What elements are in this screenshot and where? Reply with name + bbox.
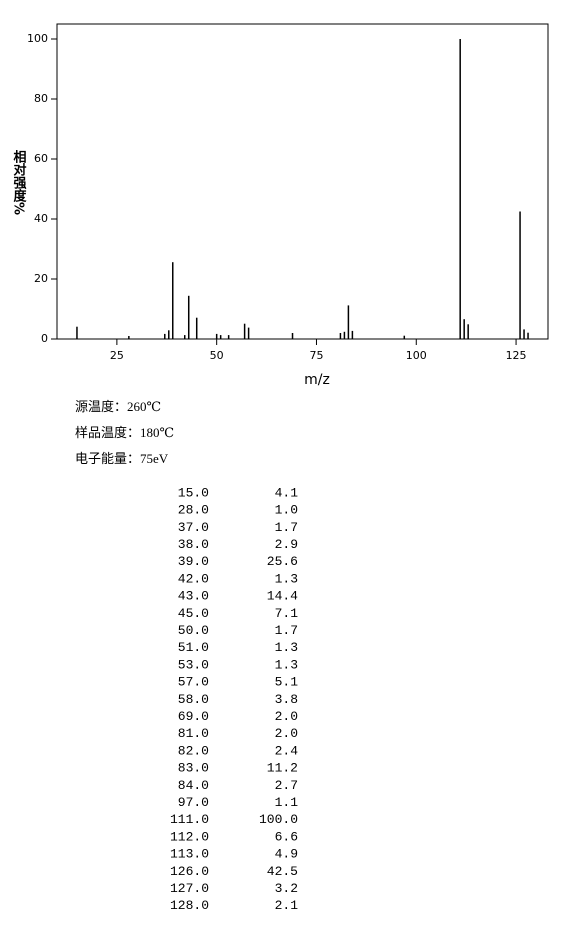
intensity-cell: 4.1: [275, 485, 299, 500]
intensity-cell: 100.0: [259, 812, 298, 827]
condition: 电子能量：75eV: [75, 451, 169, 466]
intensity-cell: 5.1: [275, 675, 299, 690]
mz-cell: 126.0: [170, 864, 209, 879]
y-tick-label: 80: [34, 92, 48, 105]
mz-cell: 37.0: [178, 520, 209, 535]
intensity-cell: 6.6: [275, 829, 298, 844]
y-tick-label: 0: [41, 332, 48, 345]
mz-cell: 58.0: [178, 692, 209, 707]
mz-cell: 42.0: [178, 571, 209, 586]
intensity-cell: 2.9: [275, 537, 298, 552]
x-axis-label: m/z: [304, 372, 330, 388]
intensity-cell: 25.6: [267, 554, 298, 569]
intensity-cell: 14.4: [267, 589, 298, 604]
mz-cell: 84.0: [178, 778, 209, 793]
mz-cell: 82.0: [178, 743, 209, 758]
mz-cell: 39.0: [178, 554, 209, 569]
mz-cell: 57.0: [178, 675, 209, 690]
mz-cell: 28.0: [178, 503, 209, 518]
condition: 样品温度：180℃: [75, 425, 174, 440]
x-tick-label: 100: [406, 349, 427, 362]
intensity-cell: 2.1: [275, 898, 299, 913]
mz-cell: 127.0: [170, 881, 209, 896]
x-tick-label: 25: [110, 349, 124, 362]
x-tick-label: 50: [210, 349, 224, 362]
mz-cell: 83.0: [178, 761, 209, 776]
y-tick-label: 40: [34, 212, 48, 225]
condition: 源温度：260℃: [75, 399, 161, 414]
y-tick-label: 100: [27, 32, 48, 45]
intensity-cell: 3.8: [275, 692, 298, 707]
mz-cell: 97.0: [178, 795, 209, 810]
intensity-cell: 1.3: [275, 657, 298, 672]
intensity-cell: 1.7: [275, 623, 298, 638]
mz-cell: 38.0: [178, 537, 209, 552]
y-axis-label: 相对强度%: [11, 149, 27, 215]
intensity-cell: 7.1: [275, 606, 299, 621]
y-tick-label: 60: [34, 152, 48, 165]
intensity-cell: 42.5: [267, 864, 298, 879]
mz-cell: 112.0: [170, 829, 209, 844]
plot-frame: [56, 23, 549, 340]
x-tick-label: 125: [506, 349, 527, 362]
intensity-cell: 1.3: [275, 571, 298, 586]
mz-cell: 113.0: [170, 847, 209, 862]
mz-cell: 81.0: [178, 726, 209, 741]
intensity-cell: 1.1: [275, 795, 299, 810]
mz-cell: 53.0: [178, 657, 209, 672]
mz-cell: 45.0: [178, 606, 209, 621]
mz-cell: 69.0: [178, 709, 209, 724]
x-tick-label: 75: [309, 349, 323, 362]
intensity-cell: 3.2: [275, 881, 298, 896]
mz-cell: 111.0: [170, 812, 209, 827]
intensity-cell: 1.3: [275, 640, 298, 655]
intensity-cell: 4.9: [275, 847, 298, 862]
intensity-cell: 1.7: [275, 520, 298, 535]
mz-cell: 43.0: [178, 589, 209, 604]
mz-cell: 128.0: [170, 898, 209, 913]
mz-cell: 50.0: [178, 623, 209, 638]
mz-cell: 15.0: [178, 485, 209, 500]
intensity-cell: 1.0: [275, 503, 298, 518]
y-tick-label: 20: [34, 272, 48, 285]
intensity-cell: 2.0: [275, 726, 298, 741]
mz-cell: 51.0: [178, 640, 209, 655]
intensity-cell: 11.2: [267, 761, 298, 776]
intensity-cell: 2.7: [275, 778, 298, 793]
intensity-cell: 2.4: [275, 743, 299, 758]
intensity-cell: 2.0: [275, 709, 298, 724]
